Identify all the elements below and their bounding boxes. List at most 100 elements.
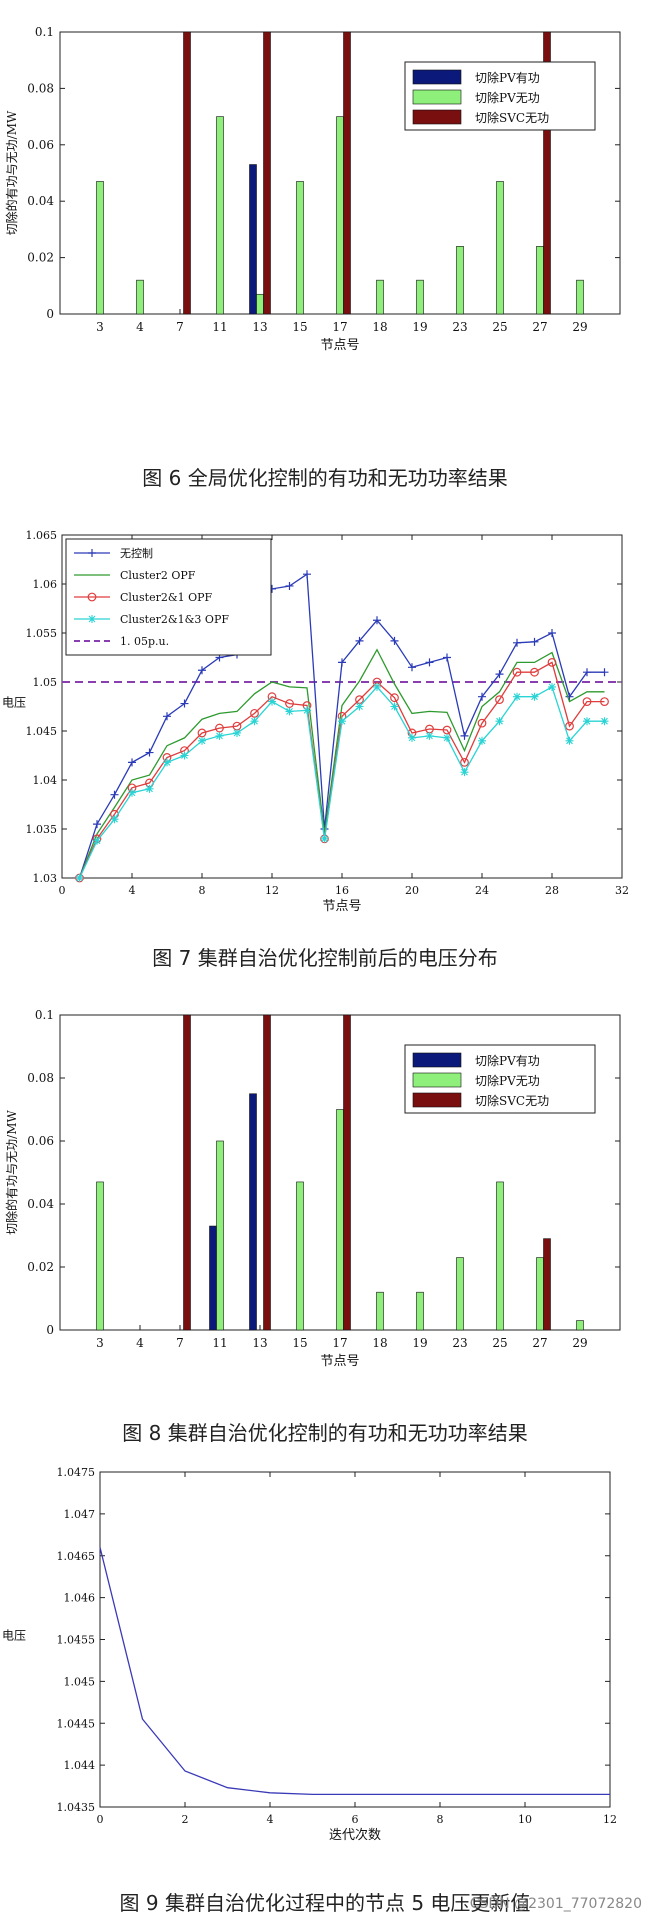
x-tick-label: 3 [96, 1336, 104, 1350]
point [477, 718, 487, 728]
bar [136, 279, 144, 315]
point [215, 731, 224, 740]
point [495, 695, 504, 705]
series-3 [75, 682, 609, 882]
point [250, 717, 259, 726]
bar [96, 181, 104, 315]
point [303, 570, 311, 579]
bar [183, 1014, 191, 1331]
x-tick-label: 25 [492, 320, 507, 334]
point [110, 790, 119, 799]
point [355, 702, 364, 711]
x-tick-label: 27 [532, 1336, 547, 1350]
point [460, 768, 469, 777]
x-tick-label: 4 [136, 320, 144, 334]
figure-7-caption: 图 7 集群自治优化控制前后的电压分布 [152, 946, 498, 970]
point [233, 728, 241, 737]
point [128, 758, 136, 767]
x-tick-label: 25 [492, 1336, 507, 1350]
bar [376, 279, 384, 315]
point [338, 658, 346, 667]
series-line [99, 1547, 610, 1796]
point [512, 667, 522, 677]
bar [263, 1014, 271, 1331]
x-tick-label: 23 [452, 1336, 467, 1350]
bar [336, 116, 344, 315]
point [197, 728, 207, 738]
y-tick-label: 1.045 [26, 725, 58, 738]
point [93, 820, 101, 829]
point [513, 692, 521, 701]
x-tick-label: 18 [372, 320, 387, 334]
bar [343, 31, 351, 315]
x-tick-label: 18 [372, 1336, 387, 1350]
bar [376, 1291, 384, 1331]
bar [216, 1140, 224, 1331]
y-axis-label: 电压 [2, 696, 26, 710]
y-tick-label: 0.02 [27, 251, 54, 265]
y-tick-label: 0.08 [27, 1071, 54, 1085]
y-axis-label: 电压 [2, 1629, 26, 1643]
x-tick-label: 4 [129, 884, 136, 897]
legend-label: 1. 05p.u. [120, 635, 169, 648]
x-tick-label: 0 [59, 884, 66, 897]
x-tick-label: 29 [572, 320, 587, 334]
point [303, 706, 311, 715]
legend-swatch [412, 1072, 462, 1088]
x-tick-label: 19 [412, 1336, 427, 1350]
x-tick-label: 8 [199, 884, 206, 897]
point [198, 736, 206, 745]
point [530, 692, 539, 701]
point [87, 592, 97, 602]
legend-label: 切除PV无功 [475, 1073, 540, 1088]
x-axis-label: 迭代次数 [329, 1827, 381, 1843]
point [285, 699, 294, 708]
x-tick-label: 17 [332, 320, 347, 334]
series-0 [99, 1547, 610, 1796]
x-tick-label: 28 [545, 884, 559, 897]
y-tick-label: 1.0445 [57, 1717, 96, 1730]
legend-label: 切除PV有功 [475, 1053, 540, 1068]
point [443, 653, 451, 662]
x-tick-label: 23 [452, 320, 467, 334]
bar [216, 116, 224, 315]
point [338, 717, 346, 726]
legend-swatch [412, 89, 462, 105]
y-tick-label: 0 [46, 307, 54, 321]
point [583, 717, 591, 726]
plot-frame [99, 1471, 611, 1808]
y-tick-label: 1.0465 [57, 1550, 96, 1563]
x-tick-label: 19 [412, 320, 427, 334]
point [93, 836, 101, 845]
point [268, 697, 276, 706]
point [582, 697, 592, 707]
series-1 [78, 648, 605, 879]
point [320, 834, 329, 843]
x-tick-label: 10 [518, 1813, 532, 1826]
point [478, 692, 486, 701]
y-axis-label: 切除的有功与无功/MW [4, 1110, 19, 1235]
x-tick-label: 13 [252, 1336, 267, 1350]
x-tick-label: 4 [267, 1813, 274, 1826]
point [88, 615, 96, 623]
point [285, 581, 294, 590]
bar [543, 1238, 551, 1331]
series-0 [75, 570, 609, 882]
point [390, 636, 399, 645]
point [495, 670, 504, 679]
x-tick-label: 13 [252, 320, 267, 334]
point [128, 788, 136, 797]
point [355, 636, 364, 645]
legend-label: Cluster2&1 OPF [120, 591, 213, 604]
point [547, 657, 557, 667]
point [460, 757, 469, 767]
bar [576, 1320, 584, 1331]
x-axis-label: 节点号 [320, 338, 359, 353]
point [145, 784, 154, 793]
y-tick-label: 1.06 [33, 578, 58, 591]
point [215, 723, 224, 733]
figure-8-caption: 图 8 集群自治优化控制的有功和无功功率结果 [122, 1421, 528, 1445]
bar [296, 1181, 304, 1331]
point [180, 699, 189, 708]
